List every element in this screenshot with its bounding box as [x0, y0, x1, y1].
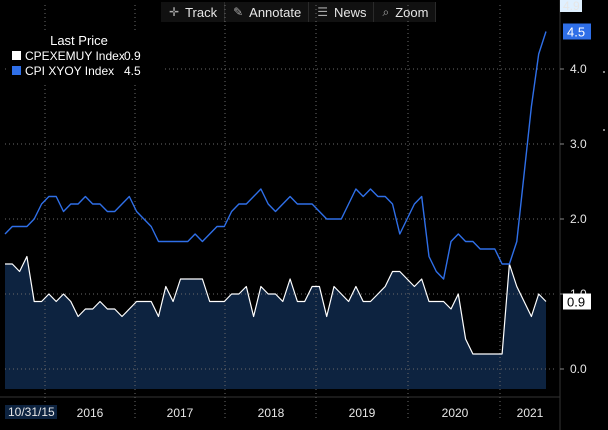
last-value-tag-cpexemuy	[563, 293, 591, 310]
edge-dot	[603, 71, 605, 73]
legend-swatch-blue	[12, 66, 21, 75]
pencil-icon: ✎	[233, 5, 244, 19]
annotate-label: Annotate	[249, 4, 302, 20]
zoom-button[interactable]: ⌕ Zoom	[374, 2, 437, 22]
top-marker-box	[560, 0, 582, 12]
legend-item-cpi-xyoy[interactable]: CPI XYOY Index 4.5	[8, 63, 162, 78]
y-tick-label: 4.0	[570, 62, 587, 76]
legend-swatch-white	[12, 51, 21, 60]
last-value-tag-cpi-xyoy	[563, 23, 591, 40]
legend-item-cpexemuy[interactable]: CPEXEMUY Index 0.9	[8, 48, 162, 63]
legend-title: Last Price	[50, 33, 108, 48]
series-area-cpexemuy	[5, 256, 546, 389]
news-button[interactable]: ☰ News	[309, 2, 375, 22]
news-label: News	[333, 4, 367, 20]
edge-dot	[603, 129, 605, 131]
last-value-label-cpexemuy: 0.9	[567, 295, 585, 310]
legend-series-name: CPEXEMUY Index	[25, 48, 125, 63]
y-tick-label: 3.0	[570, 137, 587, 151]
y-tick-label: 2.0	[570, 212, 587, 226]
x-tick-label: 2017	[167, 406, 194, 420]
track-label: Track	[185, 4, 218, 20]
last-value-label-cpi-xyoy: 4.5	[567, 25, 585, 40]
legend-series-name: CPI XYOY Index	[25, 63, 115, 78]
y-tick-label: 0.0	[570, 362, 587, 376]
legend: Last Price CPEXEMUY Index 0.9 CPI XYOY I…	[8, 31, 162, 83]
start-date-box	[5, 405, 57, 419]
top-marker-label: 4.9	[563, 0, 580, 13]
crosshair-icon: ✛	[169, 5, 180, 19]
x-tick-label: 2019	[349, 406, 376, 420]
start-date-label: 10/31/15	[8, 405, 55, 419]
series-line-cpexemuy	[5, 255, 547, 355]
x-tick-label: 2020	[442, 406, 469, 420]
news-icon: ☰	[317, 5, 328, 19]
zoom-label: Zoom	[395, 4, 429, 20]
legend-series-value: 0.9	[124, 48, 141, 63]
chart-toolbar: ✛ Track ✎ Annotate ☰ News ⌕ Zoom	[161, 2, 437, 22]
series-line-cpi-xyoy	[4, 31, 547, 280]
legend-series-value: 4.5	[124, 63, 141, 78]
magnifier-icon: ⌕	[382, 4, 390, 19]
annotate-button[interactable]: ✎ Annotate	[225, 2, 310, 22]
track-button[interactable]: ✛ Track	[161, 2, 226, 22]
x-tick-label: 2021	[517, 406, 544, 420]
x-tick-label: 2018	[258, 406, 285, 420]
x-tick-label: 2016	[77, 406, 104, 420]
